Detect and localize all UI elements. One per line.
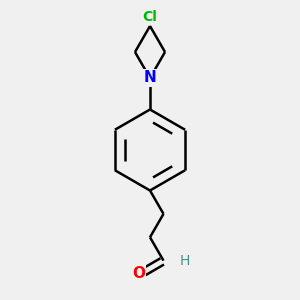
Text: Cl: Cl — [142, 10, 158, 24]
Text: Cl: Cl — [142, 10, 158, 24]
Text: N: N — [144, 70, 156, 86]
Text: H: H — [180, 254, 190, 268]
Text: O: O — [132, 266, 145, 281]
